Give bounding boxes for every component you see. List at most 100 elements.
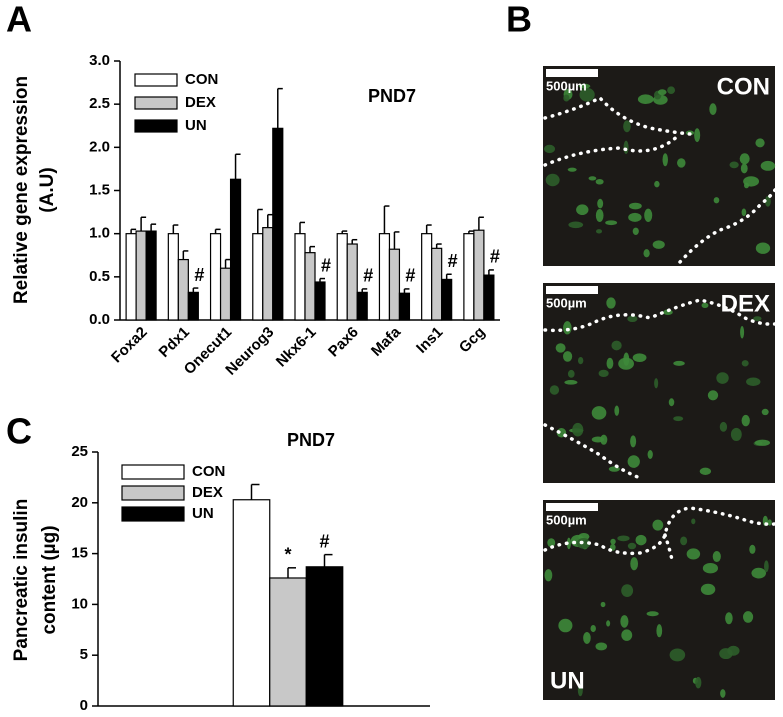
islet — [610, 538, 616, 545]
islet — [743, 182, 750, 189]
error-bar — [393, 231, 400, 250]
error-bar — [351, 238, 358, 245]
bar — [135, 230, 147, 321]
islet — [719, 421, 728, 432]
islet — [662, 153, 668, 167]
legend-label: CON — [185, 71, 218, 88]
error-bar — [435, 243, 442, 249]
islet — [637, 94, 654, 104]
islet — [764, 195, 771, 207]
error-bar — [267, 213, 273, 228]
islet — [576, 204, 589, 216]
y-tick-label: 15 — [71, 545, 88, 562]
x-tick-label: Pdx1 — [156, 324, 193, 361]
islet — [647, 450, 653, 459]
scale-bar — [546, 286, 598, 294]
islet — [583, 631, 591, 644]
islet — [691, 518, 696, 525]
bar — [398, 292, 411, 321]
islet — [590, 624, 596, 633]
error-bar — [150, 223, 157, 232]
y-tick-label: 1.0 — [89, 225, 110, 242]
error-bar — [250, 483, 260, 500]
y-axis-label: content (µg) — [39, 525, 60, 634]
islet — [646, 611, 659, 617]
significance-mark: # — [194, 265, 204, 285]
x-tick-label: Pax6 — [325, 324, 362, 361]
islet — [709, 103, 717, 115]
islet — [630, 435, 637, 448]
image-label: CON — [717, 73, 770, 100]
tissue-border — [543, 298, 777, 333]
islet — [632, 227, 639, 236]
bar — [294, 233, 306, 321]
bar — [304, 252, 316, 321]
islet — [720, 689, 726, 698]
x-tick-label: Nkx6-1 — [273, 324, 320, 371]
islet — [621, 629, 633, 641]
bar — [272, 127, 284, 321]
error-bar — [214, 228, 221, 234]
islet — [740, 163, 748, 174]
error-bar — [140, 216, 147, 232]
y-tick-label: 25 — [71, 443, 88, 460]
scale-bar-label: 500µm — [546, 295, 587, 310]
islet — [755, 138, 765, 148]
islet — [741, 414, 750, 427]
islet — [740, 326, 745, 339]
islet — [549, 385, 560, 395]
error-bar — [323, 553, 333, 567]
error-bar — [383, 205, 390, 234]
islet — [694, 128, 701, 143]
islet — [729, 161, 739, 169]
bar — [177, 258, 189, 321]
islet — [628, 202, 642, 210]
islet — [547, 538, 556, 548]
islet — [746, 377, 761, 386]
islet — [669, 648, 686, 662]
islet — [606, 297, 616, 309]
islet — [597, 198, 604, 209]
panel-label: C — [6, 411, 32, 452]
error-bar — [478, 216, 484, 231]
micrograph: 500µm CON — [543, 66, 777, 266]
tissue-border — [543, 132, 682, 167]
bar — [336, 233, 348, 321]
islet — [695, 676, 702, 689]
islet — [566, 537, 571, 550]
islet — [761, 408, 769, 416]
scale-bar-label: 500µm — [546, 78, 587, 93]
islet — [680, 536, 688, 546]
bar — [232, 499, 271, 707]
islet — [719, 648, 733, 660]
islet — [567, 369, 575, 378]
legend-swatch — [121, 506, 185, 522]
legend-swatch — [121, 485, 185, 501]
islet — [654, 378, 659, 389]
image-background — [543, 283, 775, 483]
islet — [576, 538, 591, 549]
islet — [623, 120, 631, 133]
x-tick-label: Ins1 — [413, 324, 446, 357]
bar — [229, 178, 242, 321]
islet — [598, 369, 609, 378]
error-bar — [299, 221, 305, 234]
islet — [667, 86, 676, 95]
islet — [618, 357, 634, 370]
bar — [441, 278, 453, 321]
islet — [605, 220, 618, 226]
islet — [725, 612, 733, 625]
tissue-border — [678, 188, 777, 264]
islet — [652, 519, 664, 531]
islet — [563, 321, 572, 335]
islet — [558, 618, 573, 633]
bar — [269, 577, 307, 707]
bar — [219, 267, 232, 321]
bar — [187, 291, 199, 321]
bar — [262, 227, 274, 321]
error-bar — [172, 224, 179, 234]
islet — [716, 372, 729, 384]
error-bar — [287, 567, 296, 578]
error-bar — [277, 87, 283, 129]
